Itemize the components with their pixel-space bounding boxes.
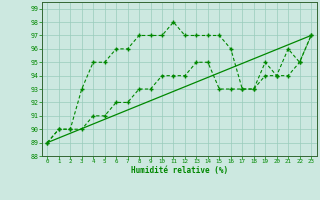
X-axis label: Humidité relative (%): Humidité relative (%) [131, 166, 228, 175]
